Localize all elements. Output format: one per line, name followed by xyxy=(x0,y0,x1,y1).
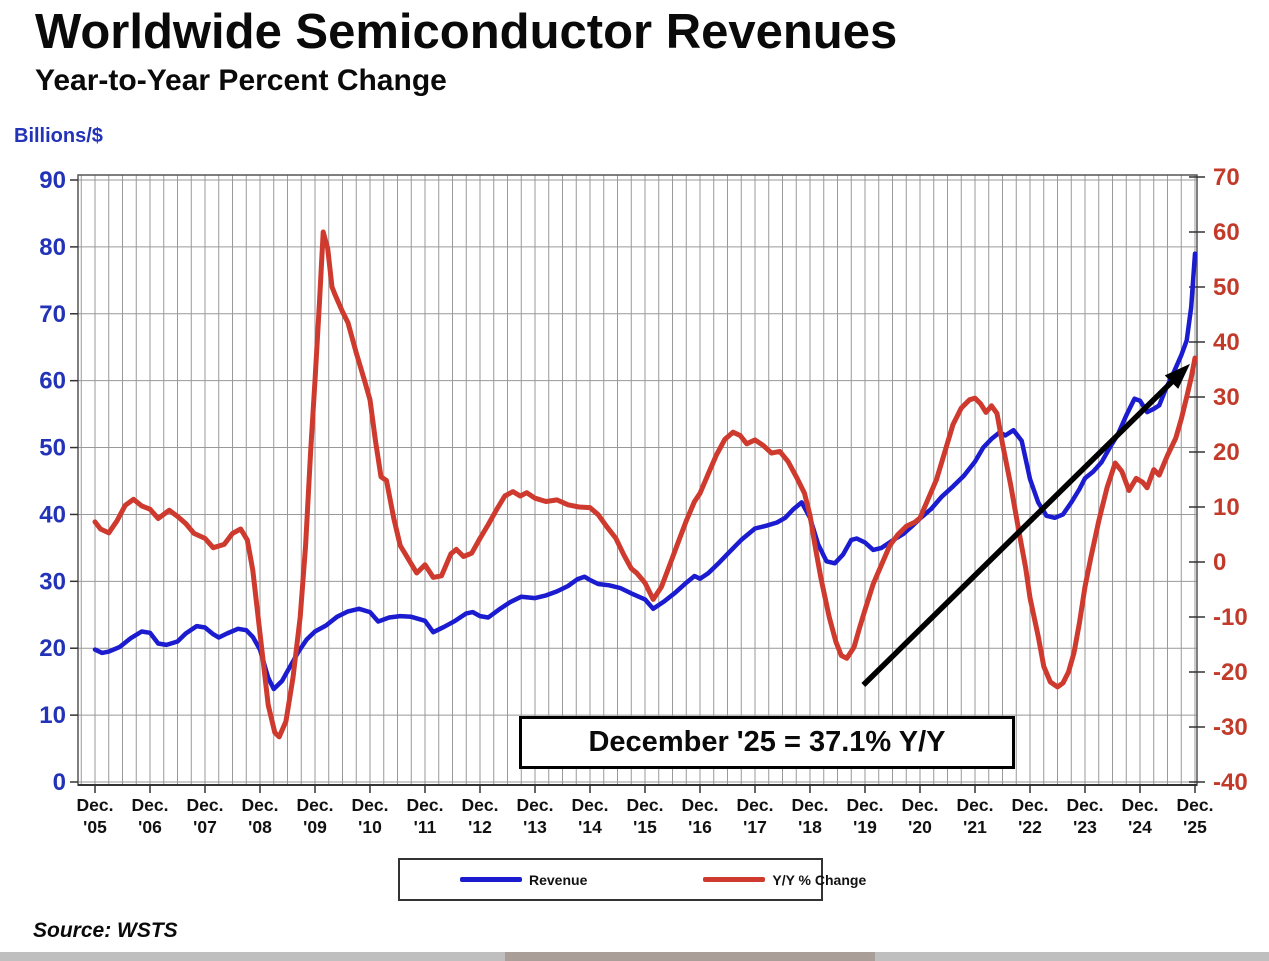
x-axis-tick-label-month: Dec. xyxy=(957,795,994,815)
right-axis-tick-label: -10 xyxy=(1213,604,1248,631)
right-axis-tick-label: 0 xyxy=(1213,549,1226,576)
x-axis-tick-label-year: '12 xyxy=(468,817,492,837)
yoy-line-swatch xyxy=(703,877,766,882)
revenue-line-swatch xyxy=(460,877,522,882)
x-axis-tick-label-month: Dec. xyxy=(187,795,224,815)
x-axis-tick-label-year: '15 xyxy=(633,817,657,837)
page-title: Worldwide Semiconductor Revenues xyxy=(35,5,898,59)
x-axis-tick-label-month: Dec. xyxy=(627,795,664,815)
legend-item-yoy: Y/Y % Change xyxy=(703,872,866,888)
right-axis-tick-label: -40 xyxy=(1213,769,1248,796)
left-axis-tick-label: 10 xyxy=(39,702,66,729)
x-axis-tick-label-year: '18 xyxy=(798,817,822,837)
left-axis-tick-label: 80 xyxy=(39,234,66,261)
x-axis-tick-label-month: Dec. xyxy=(352,795,389,815)
x-axis-tick-label-year: '22 xyxy=(1018,817,1042,837)
x-axis-tick-label-year: '10 xyxy=(358,817,382,837)
annotation-box: December '25 = 37.1% Y/Y xyxy=(519,716,1015,769)
x-axis-tick-label-year: '05 xyxy=(83,817,107,837)
x-axis-tick-label-month: Dec. xyxy=(297,795,334,815)
left-axis-tick-label: 0 xyxy=(53,769,66,796)
x-axis-tick-label-month: Dec. xyxy=(792,795,829,815)
left-axis-tick-label: 90 xyxy=(39,167,66,194)
left-axis-tick-label: 70 xyxy=(39,301,66,328)
page-subtitle: Year-to-Year Percent Change xyxy=(35,64,447,97)
window-edge-bar xyxy=(0,952,1269,961)
x-axis-tick-label-month: Dec. xyxy=(462,795,499,815)
right-axis-tick-label: 50 xyxy=(1213,274,1240,301)
x-axis-tick-label-month: Dec. xyxy=(242,795,279,815)
x-axis-tick-label-year: '19 xyxy=(853,817,877,837)
left-axis-title: Billions/$ xyxy=(14,125,103,147)
x-axis-tick-label-year: '07 xyxy=(193,817,217,837)
chart-canvas: 0 10 20 30 40 50 60 70 80 90 -40 -30 -20 -10 0 10 20 30 40… xyxy=(39,164,1248,837)
x-axis-tick-label-month: Dec. xyxy=(1177,795,1214,815)
x-axis-tick-label-year: '13 xyxy=(523,817,547,837)
right-axis-tick-label: 60 xyxy=(1213,219,1240,246)
revenue-line xyxy=(92,251,1198,692)
x-axis-tick-label-year: '16 xyxy=(688,817,712,837)
x-axis-tick-label-year: '23 xyxy=(1073,817,1097,837)
x-axis-tick-label-year: '20 xyxy=(908,817,932,837)
left-axis-tick-label: 50 xyxy=(39,435,66,462)
x-axis-tick-label-month: Dec. xyxy=(682,795,719,815)
right-axis-tick-label: -20 xyxy=(1213,659,1248,686)
x-axis-tick-label-year: '17 xyxy=(743,817,767,837)
legend: Revenue Y/Y % Change xyxy=(398,858,866,901)
right-axis-tick-label: -30 xyxy=(1213,714,1248,741)
window-edge-bar-segment xyxy=(505,952,875,961)
right-axis-tick-label: 10 xyxy=(1213,494,1240,521)
trend-arrow-head xyxy=(1164,363,1190,389)
right-axis-tick-label: 40 xyxy=(1213,329,1240,356)
x-axis-tick-label-year: '24 xyxy=(1128,817,1152,837)
x-axis-tick-label-year: '08 xyxy=(248,817,272,837)
x-axis-tick-label-year: '06 xyxy=(138,817,162,837)
x-axis-tick-label-year: '25 xyxy=(1183,817,1207,837)
right-axis-tick-label: 30 xyxy=(1213,384,1240,411)
x-axis-tick-label-year: '11 xyxy=(414,817,437,837)
x-axis-tick-label-year: '14 xyxy=(578,817,602,837)
left-axis-tick-label: 20 xyxy=(39,635,66,662)
legend-label-revenue: Revenue xyxy=(529,871,588,888)
x-axis-tick-label-month: Dec. xyxy=(1122,795,1159,815)
x-axis-tick-label-month: Dec. xyxy=(132,795,169,815)
x-axis-tick-label-month: Dec. xyxy=(847,795,884,815)
x-axis-tick-label-year: '21 xyxy=(963,817,987,837)
x-axis-tick-label-month: Dec. xyxy=(572,795,609,815)
right-axis-tick-label: 20 xyxy=(1213,439,1240,466)
right-axis-tick-label: 70 xyxy=(1213,164,1240,191)
source-credit: Source: WSTS xyxy=(33,919,178,942)
yoy-line xyxy=(92,229,1198,740)
trend-arrow-shaft xyxy=(861,377,1177,687)
x-axis-tick-label-month: Dec. xyxy=(407,795,444,815)
legend-item-revenue: Revenue xyxy=(460,872,587,888)
x-axis-tick-label-month: Dec. xyxy=(1012,795,1049,815)
x-axis-tick-label-month: Dec. xyxy=(737,795,774,815)
left-axis-tick-label: 60 xyxy=(39,368,66,395)
x-axis-tick-label-month: Dec. xyxy=(902,795,939,815)
left-axis-tick-label: 40 xyxy=(39,501,66,528)
x-axis-tick-label-year: '09 xyxy=(303,817,327,837)
annotation-text: December '25 = 37.1% Y/Y xyxy=(588,726,946,758)
x-axis-tick-label-month: Dec. xyxy=(517,795,554,815)
x-axis-tick-label-month: Dec. xyxy=(77,795,114,815)
legend-label-yoy: Y/Y % Change xyxy=(772,871,867,888)
left-axis-tick-label: 30 xyxy=(39,568,66,595)
x-axis-tick-label-month: Dec. xyxy=(1067,795,1104,815)
